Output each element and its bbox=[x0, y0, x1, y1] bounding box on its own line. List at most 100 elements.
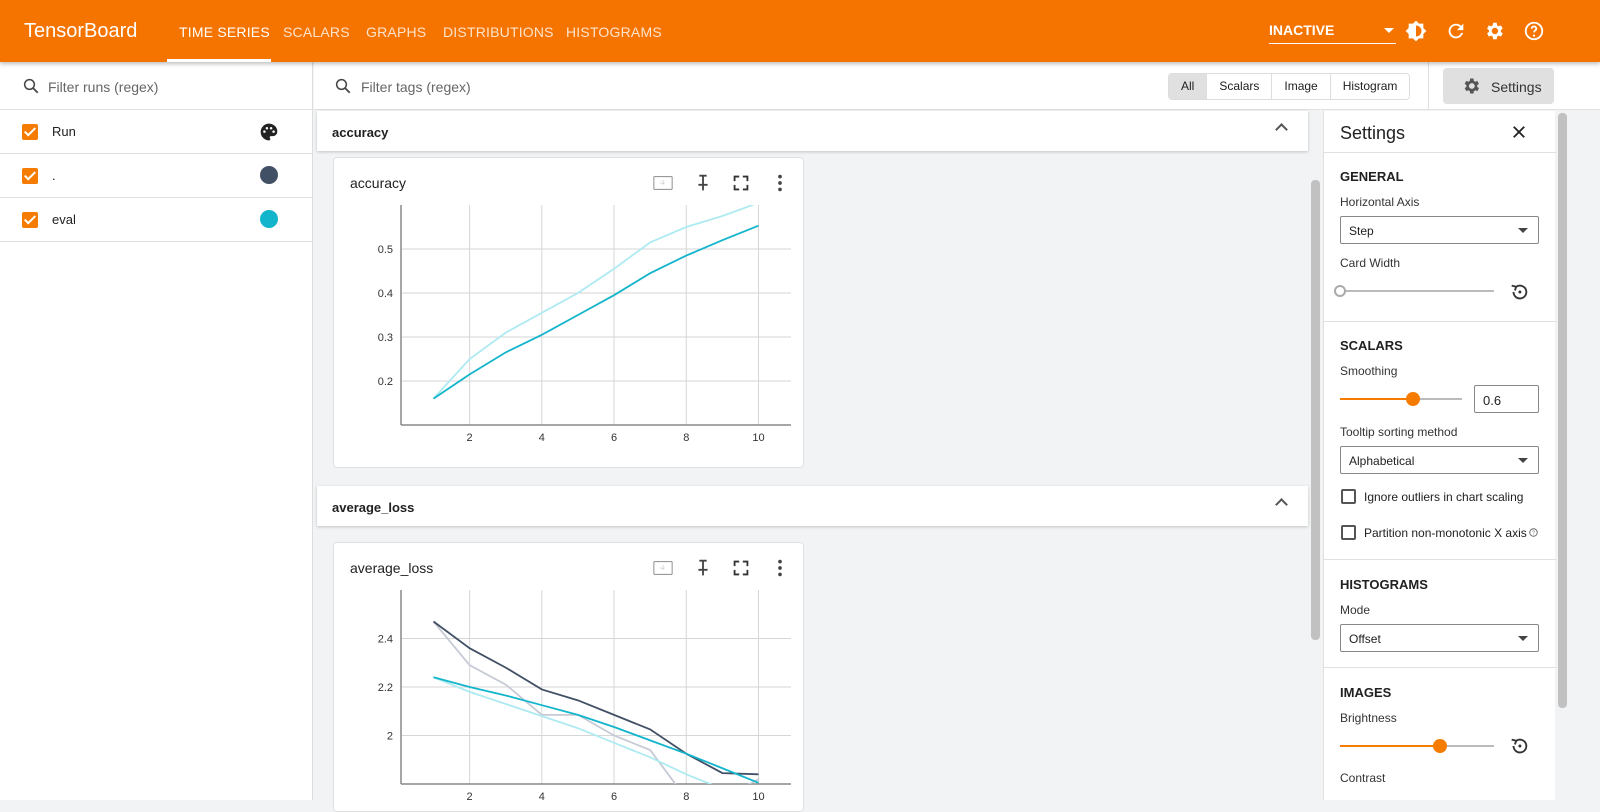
help-icon[interactable]: ? bbox=[1529, 528, 1538, 537]
help-icon[interactable] bbox=[1523, 20, 1545, 42]
average-loss-line-chart[interactable]: 2 4 6 8 10 2.4 2.2 2 bbox=[334, 543, 804, 812]
refresh-icon[interactable] bbox=[1445, 20, 1467, 42]
filter-all[interactable]: All bbox=[1169, 74, 1208, 99]
smoothing-label: Smoothing bbox=[1340, 364, 1398, 378]
settings-panel: Settings GENERAL Horizontal Axis Step Ca… bbox=[1323, 111, 1556, 800]
divider bbox=[1324, 559, 1556, 560]
y-tick-label: 2.4 bbox=[378, 634, 393, 646]
active-tab-indicator bbox=[167, 59, 271, 62]
series-raw-line-eval bbox=[432, 205, 756, 400]
settings-button-label: Settings bbox=[1491, 79, 1542, 95]
ignore-outliers-checkbox[interactable] bbox=[1341, 489, 1356, 504]
card-width-label: Card Width bbox=[1340, 256, 1401, 270]
main-scrollbar[interactable] bbox=[1311, 180, 1320, 640]
tooltip-sort-select[interactable]: Alphabetical bbox=[1340, 446, 1539, 474]
brightness-slider-thumb[interactable] bbox=[1433, 739, 1448, 753]
more-vert-icon[interactable] bbox=[769, 557, 791, 579]
divider bbox=[1428, 62, 1429, 110]
run-filter-input[interactable]: Filter runs (regex) bbox=[0, 62, 312, 110]
section-histograms: HISTOGRAMS bbox=[1340, 577, 1428, 592]
card-title: accuracy bbox=[350, 175, 407, 191]
section-images: IMAGES bbox=[1340, 685, 1392, 700]
tab-graphs[interactable]: GRAPHS bbox=[366, 24, 427, 40]
smoothing-input[interactable]: 0.6 bbox=[1474, 385, 1539, 413]
run-color-swatch[interactable] bbox=[260, 210, 278, 228]
type-filter-group: All Scalars Image Histogram bbox=[1168, 73, 1411, 100]
accuracy-line-chart[interactable]: 2 4 6 8 10 0.2 0.3 0.4 0.5 bbox=[334, 158, 804, 468]
partition-checkbox[interactable] bbox=[1341, 525, 1356, 540]
divider bbox=[1324, 152, 1556, 153]
fit-domain-icon[interactable] bbox=[652, 172, 674, 194]
card-width-slider-thumb[interactable] bbox=[1334, 285, 1346, 297]
y-tick-label: 0.4 bbox=[378, 288, 393, 300]
svg-text:?: ? bbox=[1532, 530, 1535, 536]
x-tick-label: 6 bbox=[611, 791, 617, 803]
fullscreen-icon[interactable] bbox=[730, 557, 752, 579]
section-general: GENERAL bbox=[1340, 169, 1404, 184]
x-tick-label: 2 bbox=[467, 791, 473, 803]
palette-icon[interactable] bbox=[259, 122, 279, 142]
section-scalars: SCALARS bbox=[1340, 338, 1403, 353]
pin-icon[interactable] bbox=[692, 557, 714, 579]
group-header-average-loss[interactable]: average_loss bbox=[317, 486, 1308, 526]
x-tick-label: 4 bbox=[539, 432, 545, 444]
theme-toggle-icon[interactable] bbox=[1405, 20, 1427, 42]
plugin-select[interactable]: INACTIVE bbox=[1269, 22, 1396, 44]
x-tick-label: 8 bbox=[683, 432, 689, 444]
plugin-select-value: INACTIVE bbox=[1269, 22, 1335, 38]
y-tick-label: 2.2 bbox=[378, 682, 393, 694]
gear-icon[interactable] bbox=[1483, 20, 1505, 42]
filter-scalars[interactable]: Scalars bbox=[1207, 74, 1273, 99]
chevron-up-icon[interactable] bbox=[1275, 123, 1288, 136]
tab-time-series[interactable]: TIME SERIES bbox=[179, 24, 270, 40]
x-tick-label: 4 bbox=[539, 791, 545, 803]
histogram-mode-select[interactable]: Offset bbox=[1340, 624, 1539, 652]
settings-scrollbar[interactable] bbox=[1558, 113, 1567, 708]
smoothing-slider-thumb[interactable] bbox=[1406, 392, 1421, 406]
horizontal-axis-select[interactable]: Step bbox=[1340, 216, 1539, 244]
partition-label: Partition non-monotonic X axis bbox=[1364, 526, 1527, 540]
run-row: . bbox=[0, 154, 312, 198]
run-color-swatch[interactable] bbox=[260, 166, 278, 184]
pin-icon[interactable] bbox=[692, 172, 714, 194]
x-tick-label: 10 bbox=[752, 791, 764, 803]
tab-scalars[interactable]: SCALARS bbox=[283, 24, 350, 40]
series-smoothed-line-eval[interactable] bbox=[433, 676, 759, 784]
settings-button[interactable]: Settings bbox=[1443, 68, 1554, 104]
tab-distributions[interactable]: DISTRIBUTIONS bbox=[443, 24, 554, 40]
series-raw-line-eval bbox=[433, 676, 713, 784]
run-checkbox[interactable] bbox=[22, 212, 38, 228]
brightness-slider-track[interactable] bbox=[1340, 745, 1494, 747]
reset-icon[interactable] bbox=[1508, 281, 1530, 303]
run-checkbox[interactable] bbox=[22, 168, 38, 184]
settings-title: Settings bbox=[1340, 123, 1406, 143]
divider bbox=[1324, 667, 1556, 668]
scalar-card-accuracy: accuracy 2 4 6 8 10 0.2 0.3 0.4 0.5 bbox=[333, 157, 804, 468]
histogram-mode-label: Mode bbox=[1340, 603, 1371, 617]
horizontal-axis-label: Horizontal Axis bbox=[1340, 195, 1420, 209]
more-vert-icon[interactable] bbox=[769, 172, 791, 194]
fullscreen-icon[interactable] bbox=[730, 172, 752, 194]
filter-image[interactable]: Image bbox=[1272, 74, 1331, 99]
y-tick-label: 0.5 bbox=[378, 244, 393, 256]
series-smoothed-line-dot[interactable] bbox=[432, 620, 759, 776]
search-icon bbox=[23, 78, 39, 94]
group-header-accuracy[interactable]: accuracy bbox=[317, 111, 1308, 151]
card-width-slider-track[interactable] bbox=[1340, 290, 1494, 292]
tab-histograms[interactable]: HISTOGRAMS bbox=[566, 24, 662, 40]
smoothing-slider-track[interactable] bbox=[1340, 398, 1462, 400]
select-all-checkbox[interactable] bbox=[22, 124, 38, 140]
chevron-up-icon[interactable] bbox=[1275, 498, 1288, 511]
chevron-down-icon bbox=[1384, 28, 1394, 33]
series-smoothed-line-eval[interactable] bbox=[432, 224, 759, 400]
series-raw-line-dot bbox=[432, 620, 759, 784]
fit-domain-icon[interactable] bbox=[652, 557, 674, 579]
tag-filter-input[interactable]: Filter tags (regex) bbox=[361, 79, 471, 95]
x-tick-label: 10 bbox=[752, 432, 764, 444]
top-app-bar: TensorBoard TIME SERIES SCALARS GRAPHS D… bbox=[0, 0, 1600, 62]
contrast-label: Contrast bbox=[1340, 771, 1386, 785]
filter-histogram[interactable]: Histogram bbox=[1330, 74, 1410, 99]
ignore-outliers-label: Ignore outliers in chart scaling bbox=[1364, 490, 1524, 504]
reset-icon[interactable] bbox=[1508, 735, 1530, 757]
close-icon[interactable] bbox=[1510, 123, 1528, 141]
